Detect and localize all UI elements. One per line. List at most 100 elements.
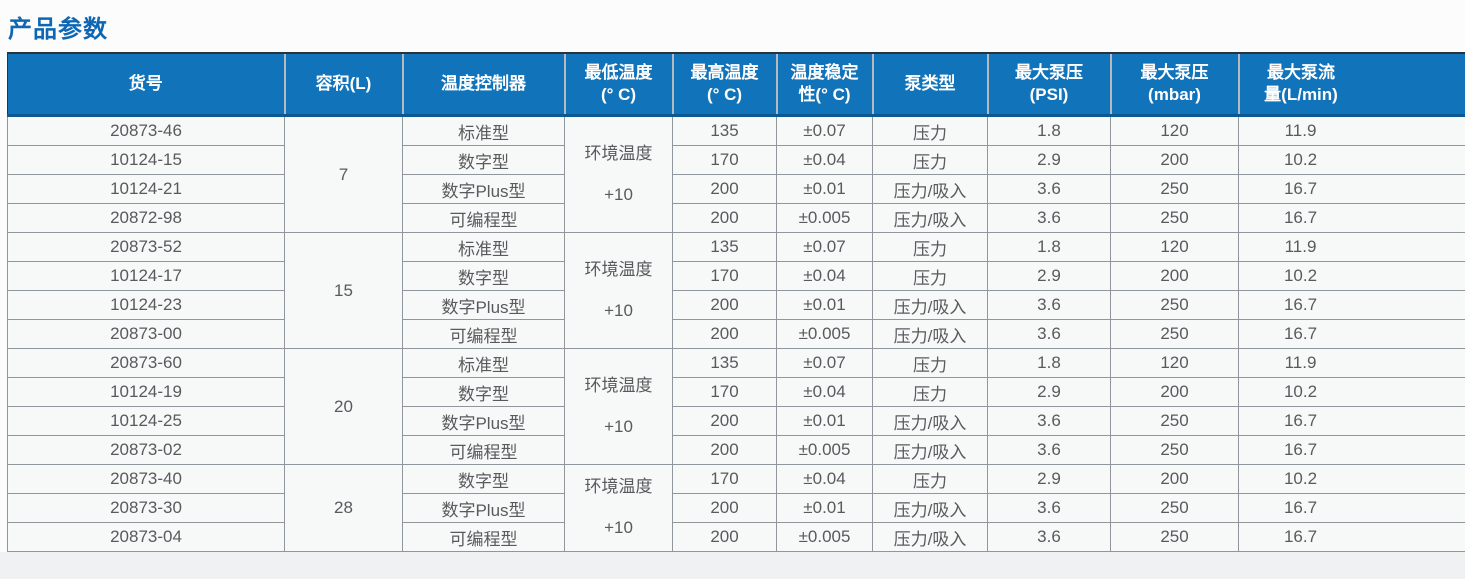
cell-max-temp: 170	[672, 145, 777, 175]
cell-max-pressure-psi: 3.6	[987, 319, 1111, 349]
cell-pump-type: 压力/吸入	[872, 319, 988, 349]
cell-controller: 可编程型	[402, 203, 565, 233]
cell-pump-type: 压力/吸入	[872, 493, 988, 523]
table-row: 10124-15 数字型 170 ±0.04 压力 2.9 200 10.2	[7, 145, 1465, 175]
cell-max-pressure-mbar: 120	[1110, 115, 1239, 146]
cell-max-pressure-mbar: 250	[1110, 493, 1239, 523]
cell-controller: 数字型	[402, 377, 565, 407]
table-row: 20873-04 可编程型 200 ±0.005 压力/吸入 3.6 250 1…	[7, 522, 1465, 552]
cell-max-temp: 170	[672, 377, 777, 407]
col-header-max-flow: 最大泵流 量(L/min)	[1237, 52, 1465, 117]
cell-item-number: 10124-19	[7, 377, 285, 407]
cell-item-number: 10124-23	[7, 290, 285, 320]
cell-min-temp: 环境温度 +10	[564, 348, 673, 465]
cell-stability: ±0.01	[776, 406, 873, 436]
cell-pump-type: 压力/吸入	[872, 406, 988, 436]
table-header: 货号 容积(L) 温度控制器 最低温度 (° C) 最高温度 (° C) 温度稳…	[7, 52, 1465, 117]
cell-volume: 28	[284, 464, 403, 552]
cell-max-pressure-psi: 3.6	[987, 203, 1111, 233]
cell-volume: 7	[284, 115, 403, 233]
cell-item-number: 20873-04	[7, 522, 285, 552]
cell-max-pressure-mbar: 250	[1110, 290, 1239, 320]
cell-max-flow: 16.7	[1238, 174, 1465, 204]
header-row: 货号 容积(L) 温度控制器 最低温度 (° C) 最高温度 (° C) 温度稳…	[7, 52, 1465, 117]
cell-pump-type: 压力/吸入	[872, 203, 988, 233]
cell-max-temp: 200	[672, 203, 777, 233]
cell-pump-type: 压力/吸入	[872, 522, 988, 552]
cell-pump-type: 压力	[872, 232, 988, 262]
cell-controller: 标准型	[402, 115, 565, 146]
cell-pump-type: 压力/吸入	[872, 435, 988, 465]
cell-item-number: 20873-60	[7, 348, 285, 378]
cell-max-pressure-psi: 3.6	[987, 290, 1111, 320]
cell-max-pressure-mbar: 250	[1110, 522, 1239, 552]
cell-controller: 数字型	[402, 145, 565, 175]
cell-max-temp: 200	[672, 319, 777, 349]
col-header-controller: 温度控制器	[401, 52, 565, 117]
cell-max-flow: 11.9	[1238, 232, 1465, 262]
cell-max-flow: 11.9	[1238, 115, 1465, 146]
cell-max-pressure-mbar: 200	[1110, 377, 1239, 407]
cell-stability: ±0.01	[776, 290, 873, 320]
cell-max-pressure-psi: 3.6	[987, 174, 1111, 204]
cell-stability: ±0.01	[776, 174, 873, 204]
cell-stability: ±0.005	[776, 435, 873, 465]
cell-max-flow: 10.2	[1238, 261, 1465, 291]
table-row: 20873-60 20 标准型 环境温度 +10 135 ±0.07 压力 1.…	[7, 348, 1465, 465]
col-header-volume: 容积(L)	[283, 52, 403, 117]
cell-max-flow: 16.7	[1238, 435, 1465, 465]
cell-max-pressure-mbar: 250	[1110, 174, 1239, 204]
cell-max-pressure-psi: 2.9	[987, 261, 1111, 291]
col-header-pump-type: 泵类型	[871, 52, 988, 117]
col-header-stability: 温度稳定 性(° C)	[775, 52, 873, 117]
cell-max-temp: 135	[672, 232, 777, 262]
cell-max-flow: 10.2	[1238, 464, 1465, 494]
cell-item-number: 10124-25	[7, 406, 285, 436]
cell-max-temp: 135	[672, 348, 777, 378]
cell-max-flow: 10.2	[1238, 145, 1465, 175]
cell-item-number: 20872-98	[7, 203, 285, 233]
cell-max-flow: 16.7	[1238, 406, 1465, 436]
table-row: 10124-23 数字Plus型 200 ±0.01 压力/吸入 3.6 250…	[7, 290, 1465, 320]
cell-stability: ±0.01	[776, 493, 873, 523]
cell-pump-type: 压力	[872, 261, 988, 291]
cell-controller: 标准型	[402, 348, 565, 378]
table-row: 20873-46 7 标准型 环境温度 +10 135 ±0.07 压力 1.8…	[7, 115, 1465, 233]
cell-item-number: 20873-00	[7, 319, 285, 349]
cell-pump-type: 压力	[872, 464, 988, 494]
product-parameters-table: 货号 容积(L) 温度控制器 最低温度 (° C) 最高温度 (° C) 温度稳…	[7, 52, 1465, 552]
cell-stability: ±0.07	[776, 232, 873, 262]
cell-pump-type: 压力	[872, 115, 988, 146]
cell-controller: 数字Plus型	[402, 290, 565, 320]
cell-controller: 数字Plus型	[402, 406, 565, 436]
cell-max-pressure-mbar: 250	[1110, 406, 1239, 436]
cell-stability: ±0.07	[776, 348, 873, 378]
table-row: 20873-40 28 数字型 环境温度 +10 170 ±0.04 压力 2.…	[7, 464, 1465, 552]
cell-max-flow: 10.2	[1238, 377, 1465, 407]
cell-max-temp: 135	[672, 115, 777, 146]
cell-stability: ±0.04	[776, 145, 873, 175]
table-row: 20873-00 可编程型 200 ±0.005 压力/吸入 3.6 250 1…	[7, 319, 1465, 349]
cell-volume: 15	[284, 232, 403, 349]
cell-item-number: 10124-17	[7, 261, 285, 291]
cell-min-temp: 环境温度 +10	[564, 464, 673, 552]
cell-max-temp: 200	[672, 435, 777, 465]
cell-controller: 数字型	[402, 464, 565, 494]
cell-max-pressure-psi: 3.6	[987, 435, 1111, 465]
cell-max-temp: 200	[672, 493, 777, 523]
table-row: 20873-30 数字Plus型 200 ±0.01 压力/吸入 3.6 250…	[7, 493, 1465, 523]
cell-pump-type: 压力	[872, 348, 988, 378]
cell-max-temp: 170	[672, 261, 777, 291]
cell-controller: 数字Plus型	[402, 174, 565, 204]
cell-min-temp: 环境温度 +10	[564, 115, 673, 233]
cell-max-pressure-psi: 1.8	[987, 232, 1111, 262]
table-row: 10124-21 数字Plus型 200 ±0.01 压力/吸入 3.6 250…	[7, 174, 1465, 204]
cell-item-number: 20873-52	[7, 232, 285, 262]
cell-max-temp: 200	[672, 290, 777, 320]
cell-max-pressure-mbar: 200	[1110, 145, 1239, 175]
cell-controller: 数字Plus型	[402, 493, 565, 523]
cell-pump-type: 压力	[872, 145, 988, 175]
cell-max-pressure-psi: 3.6	[987, 493, 1111, 523]
cell-max-pressure-psi: 3.6	[987, 406, 1111, 436]
cell-item-number: 20873-40	[7, 464, 285, 494]
